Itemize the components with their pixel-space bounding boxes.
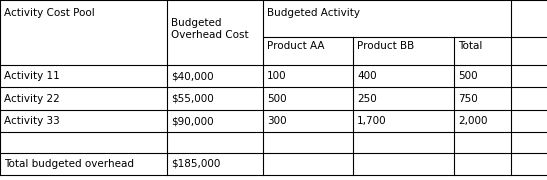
Text: 250: 250: [357, 94, 377, 104]
Text: $55,000: $55,000: [171, 94, 214, 104]
Text: 500: 500: [267, 94, 287, 104]
Text: 2,000: 2,000: [458, 116, 488, 126]
Text: 100: 100: [267, 71, 287, 81]
Text: Activity 33: Activity 33: [4, 116, 60, 126]
Text: $90,000: $90,000: [171, 116, 214, 126]
Text: Activity 22: Activity 22: [4, 94, 60, 104]
Text: Product AA: Product AA: [267, 41, 324, 51]
Text: 300: 300: [267, 116, 287, 126]
Text: Budgeted
Overhead Cost: Budgeted Overhead Cost: [171, 19, 249, 40]
Text: Total: Total: [458, 41, 483, 51]
Text: 400: 400: [357, 71, 377, 81]
Text: 750: 750: [458, 94, 478, 104]
Text: Activity 11: Activity 11: [4, 71, 60, 81]
Text: Total budgeted overhead: Total budgeted overhead: [4, 159, 135, 169]
Text: 500: 500: [458, 71, 478, 81]
Text: $40,000: $40,000: [171, 71, 214, 81]
Text: Budgeted Activity: Budgeted Activity: [267, 8, 360, 19]
Text: Activity Cost Pool: Activity Cost Pool: [4, 8, 95, 19]
Text: $185,000: $185,000: [171, 159, 220, 169]
Text: Product BB: Product BB: [357, 41, 415, 51]
Text: 1,700: 1,700: [357, 116, 387, 126]
